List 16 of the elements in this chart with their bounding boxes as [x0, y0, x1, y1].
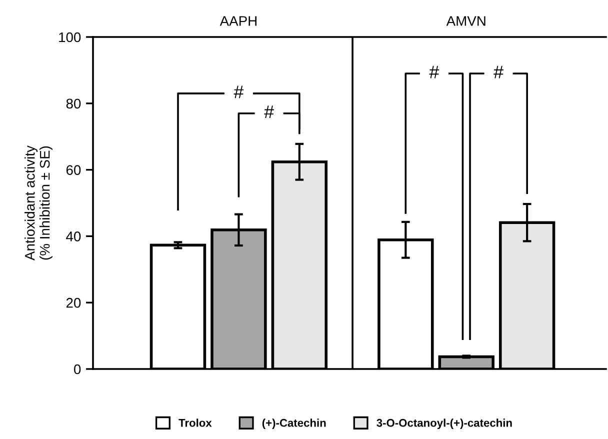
annotation: #	[429, 66, 440, 78]
y-tick-label: 0	[74, 364, 81, 374]
y-axis-title: Antioxidant activity (% Inhibition ± SE)	[24, 146, 52, 260]
legend-label: Trolox	[178, 418, 212, 427]
annotation: #	[494, 66, 504, 78]
legend-label: (+)-Catechin	[262, 418, 326, 429]
y-tick-label: 60	[66, 165, 81, 175]
x-tick-label: AMVN	[446, 16, 486, 26]
legend-label: 3-O-Octanoyl-(+)-catechin	[376, 418, 512, 429]
annotation: #	[264, 106, 274, 118]
y-tick-label: 40	[66, 232, 81, 242]
y-tick-label: 80	[66, 98, 81, 109]
annotation: #	[234, 86, 244, 98]
y-tick-label: 20	[66, 298, 81, 308]
y-tick-label: 100	[59, 32, 81, 42]
x-tick-label: AAPH	[220, 16, 256, 26]
